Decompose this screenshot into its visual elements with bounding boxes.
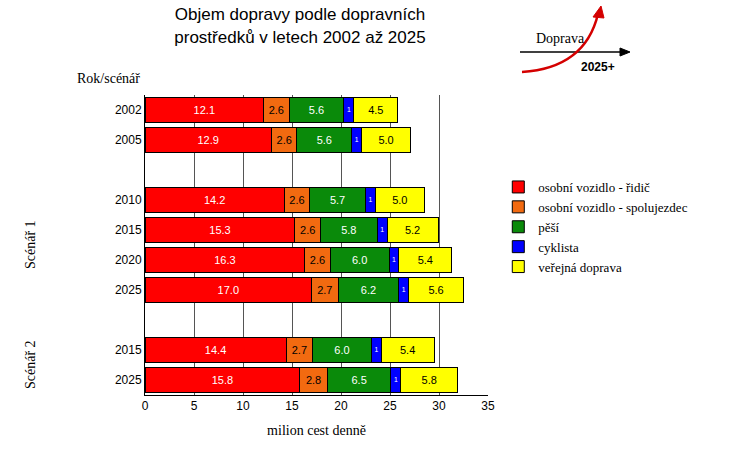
svg-text:Scénář 1: Scénář 1 [23,220,38,269]
svg-text:2025+: 2025+ [581,60,615,74]
svg-text:35: 35 [481,399,495,413]
svg-text:pěší: pěší [538,220,559,235]
svg-text:5.4: 5.4 [400,344,415,356]
svg-text:20: 20 [334,399,348,413]
svg-text:5.8: 5.8 [422,374,437,386]
svg-text:5.0: 5.0 [378,134,393,146]
svg-text:milion cest denně: milion cest denně [267,423,366,438]
svg-text:Scénář 2: Scénář 2 [23,340,38,389]
svg-text:2.6: 2.6 [277,134,292,146]
svg-text:14.4: 14.4 [205,344,226,356]
svg-text:2.8: 2.8 [306,374,321,386]
svg-text:2020: 2020 [115,253,142,267]
svg-text:2.6: 2.6 [310,254,325,266]
svg-text:2.7: 2.7 [317,284,332,296]
svg-text:1: 1 [347,106,351,113]
svg-text:16.3: 16.3 [214,254,235,266]
svg-text:6.2: 6.2 [361,284,376,296]
svg-text:14.2: 14.2 [204,194,225,206]
svg-text:5.0: 5.0 [392,194,407,206]
svg-text:1: 1 [402,286,406,293]
svg-text:cyklista: cyklista [538,240,579,255]
svg-text:Objem dopravy podle dopravních: Objem dopravy podle dopravníchprostředků… [174,5,425,46]
svg-text:2.6: 2.6 [300,224,315,236]
svg-text:4.5: 4.5 [368,104,383,116]
svg-text:2002: 2002 [115,103,142,117]
svg-text:2015: 2015 [115,223,142,237]
svg-text:5.2: 5.2 [405,224,420,236]
svg-text:5.6: 5.6 [309,104,324,116]
svg-text:2.6: 2.6 [289,194,304,206]
svg-text:1: 1 [374,346,378,353]
svg-text:5.4: 5.4 [418,254,433,266]
svg-text:2025: 2025 [115,373,142,387]
svg-text:1: 1 [369,196,373,203]
svg-text:2.7: 2.7 [292,344,307,356]
svg-text:veřejná doprava: veřejná doprava [538,260,622,275]
svg-text:17.0: 17.0 [218,284,239,296]
svg-text:2005: 2005 [115,133,142,147]
svg-text:5.6: 5.6 [428,284,443,296]
svg-text:2.6: 2.6 [269,104,284,116]
svg-text:1: 1 [394,376,398,383]
svg-text:6.0: 6.0 [334,344,349,356]
svg-text:1: 1 [380,226,384,233]
svg-text:Doprava: Doprava [536,31,585,46]
svg-text:12.1: 12.1 [194,104,215,116]
svg-text:5.7: 5.7 [330,194,345,206]
svg-text:15.3: 15.3 [209,224,230,236]
svg-text:30: 30 [432,399,446,413]
svg-text:5: 5 [191,399,198,413]
svg-text:15.8: 15.8 [212,374,233,386]
svg-text:12.9: 12.9 [197,134,218,146]
svg-text:osobní vozidlo - spolujezdec: osobní vozidlo - spolujezdec [538,200,687,215]
svg-text:osobní vozidlo - řidič: osobní vozidlo - řidič [538,180,650,195]
svg-text:10: 10 [236,399,250,413]
svg-text:1: 1 [355,136,359,143]
svg-text:2025: 2025 [115,283,142,297]
svg-text:6.0: 6.0 [352,254,367,266]
svg-text:25: 25 [383,399,397,413]
svg-text:5.8: 5.8 [341,224,356,236]
svg-text:Rok/scénář: Rok/scénář [77,71,140,86]
svg-text:2010: 2010 [115,193,142,207]
svg-text:15: 15 [285,399,299,413]
svg-text:6.5: 6.5 [351,374,366,386]
svg-text:5.6: 5.6 [317,134,332,146]
svg-text:2015: 2015 [115,343,142,357]
svg-text:1: 1 [392,256,396,263]
svg-text:0: 0 [142,399,149,413]
